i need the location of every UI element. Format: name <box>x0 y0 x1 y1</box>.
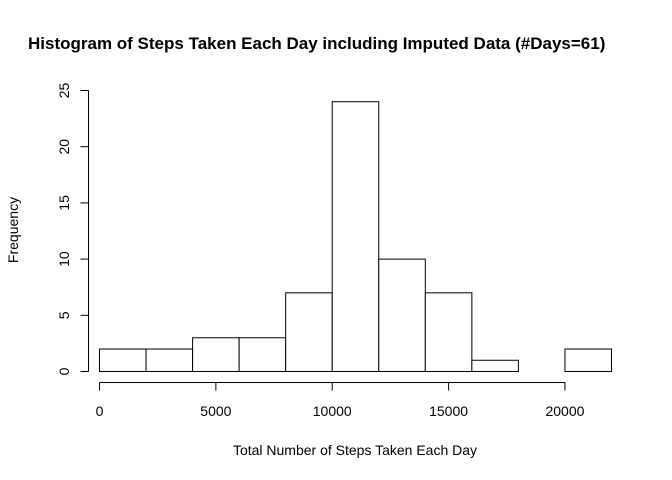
x-tick-label-4: 20000 <box>545 403 584 419</box>
y-axis: 0 5 10 15 20 25 <box>56 83 89 375</box>
histogram-bar-10 <box>564 348 612 372</box>
y-tick-label-3: 15 <box>56 195 72 211</box>
y-tick-label-1: 5 <box>56 311 72 319</box>
histogram-bar-1 <box>145 348 194 372</box>
y-tick-label-4: 20 <box>56 139 72 155</box>
y-axis-label: Frequency <box>5 197 21 263</box>
y-tick-label-2: 10 <box>56 251 72 267</box>
x-tick-label-2: 10000 <box>313 403 352 419</box>
histogram-bar-6 <box>378 258 426 373</box>
y-tick-label-5: 25 <box>56 83 72 99</box>
x-tick-label-3: 15000 <box>429 403 468 419</box>
histogram-bar-8 <box>471 359 519 373</box>
x-tick-label-1: 5000 <box>200 403 231 419</box>
histogram-bar-4 <box>285 292 333 373</box>
x-axis: 0 5000 10000 15000 20000 <box>96 382 585 419</box>
x-tick-label-0: 0 <box>96 403 104 419</box>
histogram-bar-2 <box>192 337 240 372</box>
histogram-bar-5 <box>331 101 380 373</box>
histogram-bars <box>99 101 612 373</box>
histogram-bar-7 <box>424 292 473 373</box>
y-tick-label-0: 0 <box>56 367 72 375</box>
histogram-bar-3 <box>238 337 287 372</box>
histogram-bar-0 <box>99 348 147 372</box>
chart-title: Histogram of Steps Taken Each Day includ… <box>28 34 605 53</box>
x-axis-label: Total Number of Steps Taken Each Day <box>233 442 477 458</box>
